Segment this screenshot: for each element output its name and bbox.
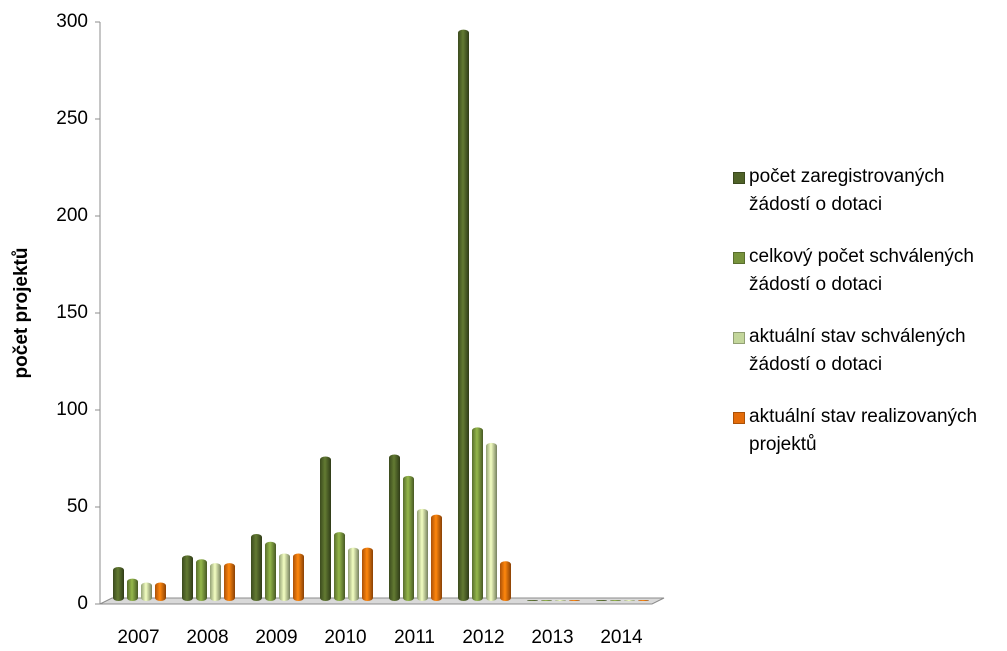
x-tick-label: 2010 bbox=[324, 627, 366, 648]
legend-label: aktuální stav realizovaných projektů bbox=[749, 406, 978, 455]
x-tick-label: 2011 bbox=[394, 627, 435, 648]
bar bbox=[182, 555, 193, 601]
legend-swatch bbox=[733, 172, 745, 184]
bar bbox=[251, 534, 262, 601]
bar bbox=[486, 442, 497, 601]
bar bbox=[155, 582, 166, 601]
x-tick-label: 2014 bbox=[600, 627, 643, 648]
bar bbox=[431, 514, 442, 601]
bar bbox=[596, 600, 607, 601]
bar bbox=[610, 600, 621, 601]
bar bbox=[555, 600, 566, 601]
legend-entry: celkový počet schválených žádostí o dota… bbox=[733, 243, 1005, 299]
bar bbox=[638, 600, 649, 601]
bar bbox=[224, 563, 235, 601]
bar bbox=[403, 475, 414, 601]
y-tick-label: 100 bbox=[56, 399, 88, 420]
bar bbox=[624, 600, 635, 601]
legend-swatch bbox=[733, 252, 745, 264]
x-tick-label: 2012 bbox=[462, 627, 504, 648]
x-tick-label: 2013 bbox=[531, 627, 573, 648]
bar bbox=[113, 567, 124, 601]
bar bbox=[458, 29, 469, 601]
x-tick-label: 2007 bbox=[117, 627, 159, 648]
bar bbox=[320, 456, 331, 601]
bar bbox=[541, 600, 552, 601]
y-tick-label: 200 bbox=[56, 205, 88, 226]
legend-label: počet zaregistrovaných žádostí o dotaci bbox=[749, 166, 945, 215]
bar bbox=[127, 578, 138, 601]
y-tick-label: 300 bbox=[56, 11, 88, 32]
bar bbox=[348, 547, 359, 601]
legend: počet zaregistrovaných žádostí o dotaci c… bbox=[733, 163, 1005, 483]
bar bbox=[362, 547, 373, 601]
bar bbox=[196, 559, 207, 601]
y-tick-label: 50 bbox=[67, 496, 88, 517]
bar bbox=[334, 532, 345, 601]
floor bbox=[99, 597, 665, 605]
bar bbox=[293, 553, 304, 601]
y-tick-label: 250 bbox=[56, 108, 88, 129]
bar bbox=[279, 553, 290, 601]
legend-entry: aktuální stav realizovaných projektů bbox=[733, 403, 1005, 459]
legend-label: aktuální stav schválených žádostí o dota… bbox=[749, 326, 966, 375]
bar bbox=[141, 582, 152, 601]
x-tick-label: 2009 bbox=[255, 627, 297, 648]
legend-swatch bbox=[733, 412, 745, 424]
bar bbox=[417, 508, 428, 601]
legend-entry: počet zaregistrovaných žádostí o dotaci bbox=[733, 163, 1005, 219]
bar bbox=[569, 600, 580, 601]
legend-swatch bbox=[733, 332, 745, 344]
bar bbox=[389, 454, 400, 601]
x-tick-label: 2008 bbox=[186, 627, 228, 648]
bar bbox=[472, 427, 483, 601]
y-tick-label: 0 bbox=[77, 593, 88, 614]
legend-entry: aktuální stav schválených žádostí o dota… bbox=[733, 323, 1005, 379]
bar bbox=[527, 600, 538, 601]
y-axis-label: počet projektů bbox=[11, 248, 32, 379]
bar bbox=[210, 563, 221, 601]
bar bbox=[500, 561, 511, 601]
bar bbox=[265, 541, 276, 601]
legend-label: celkový počet schválených žádostí o dota… bbox=[749, 246, 974, 295]
y-tick-label: 150 bbox=[56, 302, 88, 323]
